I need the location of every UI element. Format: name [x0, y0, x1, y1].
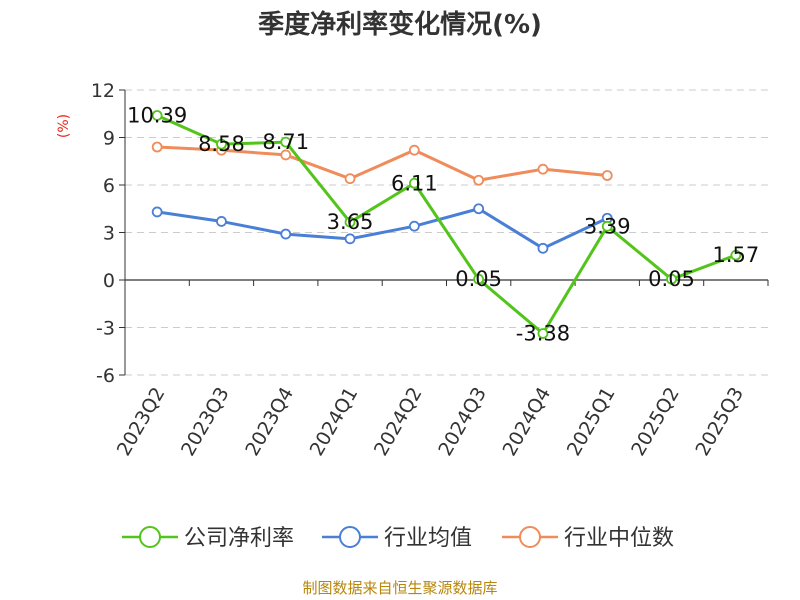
x-tick-label: 2024Q1 [306, 384, 363, 460]
data-point [537, 328, 549, 339]
data-label: 0.05 [648, 267, 695, 291]
x-tick-label: 2025Q2 [627, 384, 684, 460]
y-axis-label: (%) [56, 114, 72, 138]
x-tick-label: 2023Q3 [177, 384, 234, 460]
chart-title: 季度净利率变化情况(%) [258, 9, 542, 40]
data-label: 1.57 [712, 243, 759, 267]
legend-label: 行业均值 [384, 526, 472, 551]
source-note: 制图数据来自恒生聚源数据库 [302, 579, 497, 597]
y-tick-label: 12 [91, 80, 115, 102]
series-lines [151, 110, 742, 339]
data-point [280, 149, 292, 161]
x-tick-label: 2023Q2 [113, 384, 170, 460]
data-point [666, 273, 677, 285]
data-point [344, 233, 356, 245]
data-label: 0.05 [455, 267, 502, 291]
data-label: 8.58 [198, 132, 245, 156]
data-point [473, 203, 485, 215]
legend: 公司净利率 行业均值 行业中位数 [122, 526, 674, 551]
data-label: 10.39 [127, 103, 187, 127]
legend-marker [339, 526, 361, 548]
data-point [537, 163, 549, 175]
legend-label: 公司净利率 [184, 526, 294, 551]
data-label: -3.38 [516, 322, 570, 346]
x-tick-label: 2023Q4 [241, 384, 298, 460]
legend-label: 行业中位数 [564, 526, 674, 551]
data-point [216, 138, 227, 150]
data-point [730, 249, 742, 261]
x-tick-label: 2025Q3 [691, 384, 748, 460]
legend-marker [519, 526, 541, 548]
y-tick-label: 6 [103, 175, 115, 197]
data-point [473, 174, 485, 186]
x-tick-label: 2024Q3 [434, 384, 491, 460]
y-tick-label: 9 [103, 128, 115, 150]
data-label: 3.39 [584, 214, 631, 238]
y-tick-label: 3 [103, 223, 115, 245]
data-point [151, 110, 163, 121]
data-point [408, 144, 420, 156]
legend-marker [139, 526, 161, 548]
data-point [280, 228, 292, 240]
data-point [473, 273, 485, 285]
data-point [151, 141, 163, 153]
data-point [408, 177, 420, 189]
data-point [344, 216, 356, 228]
x-tick-label: 2025Q1 [563, 384, 620, 460]
data-point [151, 206, 163, 218]
data-label: 6.11 [391, 171, 438, 195]
data-point [601, 220, 613, 232]
data-point [601, 170, 613, 181]
y-tick-label: 0 [103, 270, 115, 292]
data-label: 8.71 [262, 130, 309, 154]
data-point [280, 136, 292, 148]
series-line [156, 114, 737, 336]
data-point [216, 216, 227, 227]
data-point [537, 242, 549, 254]
series-line [157, 145, 608, 182]
data-point [344, 173, 356, 185]
data-point [408, 220, 420, 232]
x-tick-label: 2024Q2 [370, 384, 427, 460]
x-tick-label: 2024Q4 [499, 384, 556, 460]
series-line [156, 207, 608, 250]
y-tick-label: -3 [96, 318, 115, 340]
data-label: 3.65 [327, 210, 374, 234]
y-tick-label: -6 [96, 365, 115, 387]
data-labels: 10.39 8.58 8.71 3.65 6.11 0.05 -3.38 3.39 0.05 1.… [127, 103, 759, 345]
